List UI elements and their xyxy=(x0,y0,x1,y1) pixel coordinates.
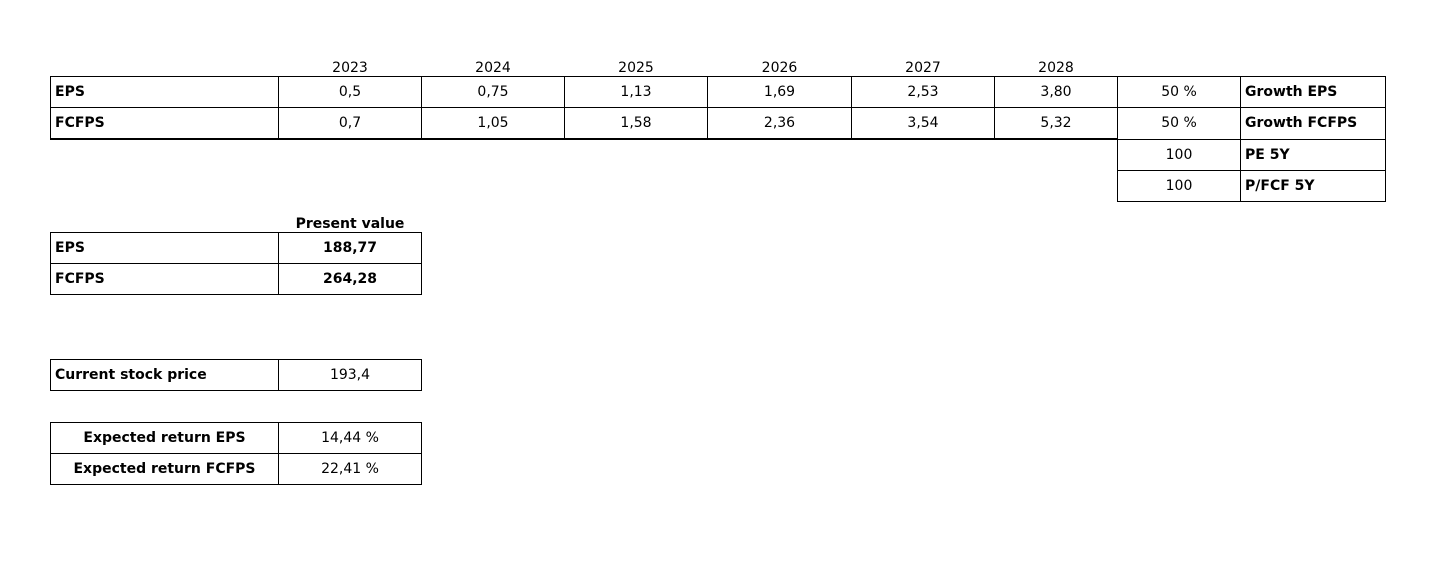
cell: 188,77 xyxy=(278,232,422,264)
year-header: 2026 xyxy=(761,60,798,76)
row-label: FCFPS xyxy=(50,263,279,295)
column-header: Present value xyxy=(295,216,405,232)
expected-return-table: Expected return EPS 14,44 % Expected ret… xyxy=(50,422,422,485)
cell: 14,44 % xyxy=(278,422,422,454)
cell: 0,5 xyxy=(278,76,422,108)
cell: 3,80 xyxy=(994,76,1118,108)
row-label: Expected return EPS xyxy=(50,422,279,454)
cell: 5,32 xyxy=(994,107,1118,140)
growth-label: Growth EPS xyxy=(1240,76,1386,108)
multiple-value: 100 xyxy=(1117,169,1241,202)
stock-price-table: Current stock price 193,4 xyxy=(50,359,422,391)
multiple-label: P/FCF 5Y xyxy=(1240,169,1386,202)
cell: 1,05 xyxy=(421,107,565,140)
projection-table: 2023 2024 2025 2026 2027 2028 EPS 0,5 0,… xyxy=(50,48,1386,202)
year-header: 2024 xyxy=(475,60,511,76)
cell: 3,54 xyxy=(851,107,995,140)
cell: 0,75 xyxy=(421,76,565,108)
present-value-table: Present value EPS 188,77 FCFPS 264,28 xyxy=(50,204,422,295)
year-header: 2025 xyxy=(618,60,654,76)
growth-cell: 50 % xyxy=(1117,76,1241,108)
row-label: Expected return FCFPS xyxy=(50,453,279,485)
cell: 2,53 xyxy=(851,76,995,108)
year-header: 2028 xyxy=(1038,60,1074,76)
multiple-value: 100 xyxy=(1117,138,1241,171)
row-label: EPS xyxy=(50,76,279,108)
cell: 0,7 xyxy=(278,107,422,140)
row-label: EPS xyxy=(50,232,279,264)
growth-cell: 50 % xyxy=(1117,107,1241,140)
cell: 1,13 xyxy=(564,76,708,108)
row-label: Current stock price xyxy=(50,359,279,391)
cell: 264,28 xyxy=(278,263,422,295)
growth-label: Growth FCFPS xyxy=(1240,107,1386,140)
row-label: FCFPS xyxy=(50,107,279,140)
cell: 2,36 xyxy=(707,107,852,140)
cell: 1,69 xyxy=(707,76,852,108)
cell: 1,58 xyxy=(564,107,708,140)
multiple-label: PE 5Y xyxy=(1240,138,1386,171)
cell: 22,41 % xyxy=(278,453,422,485)
cell: 193,4 xyxy=(278,359,422,391)
year-header: 2023 xyxy=(332,60,368,76)
year-header: 2027 xyxy=(905,60,941,76)
